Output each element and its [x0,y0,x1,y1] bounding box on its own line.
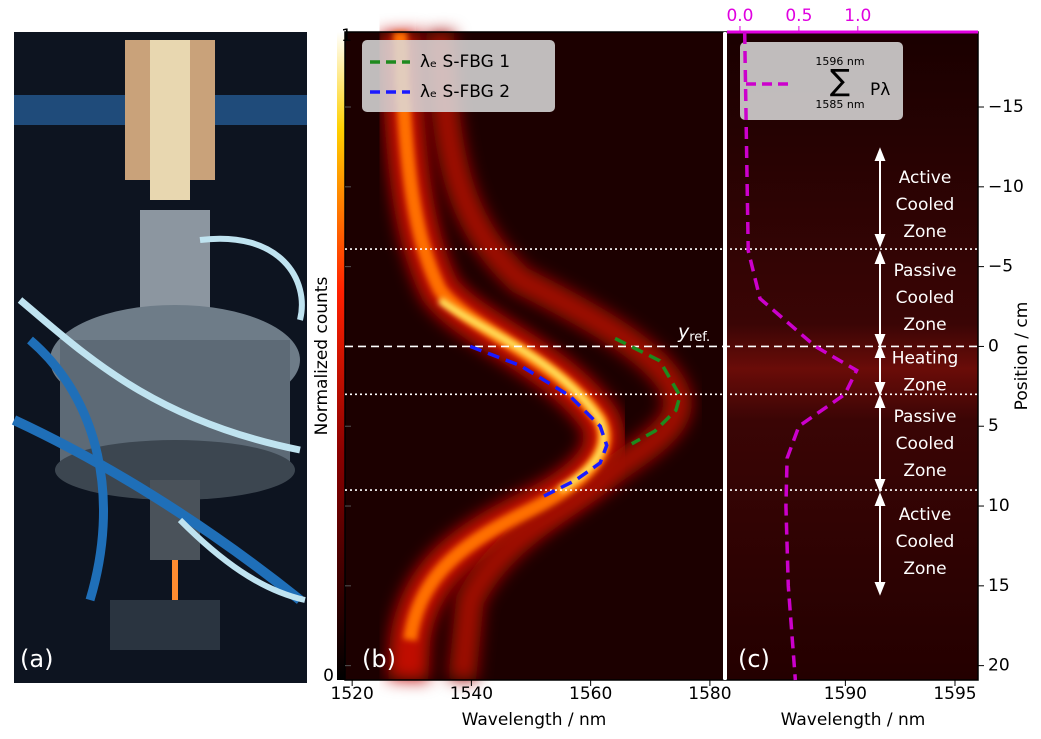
zone-label-line: Cooled [896,532,955,552]
x2-tick-label: 1.0 [844,6,871,26]
x-tick-label: 1580 [688,684,731,704]
y-tick-label: 10 [988,496,1010,516]
x2-tick-label: 0.5 [785,6,812,26]
zone-label-line: Passive [894,261,957,281]
zone-label-line: Zone [903,559,946,579]
zone-label-line: Heating [892,349,959,369]
zone-label-line: Zone [903,222,946,242]
y-tick-label: 0 [988,336,999,356]
panel-label: (c) [738,645,770,673]
legend-label: λₑ S-FBG 2 [420,82,510,102]
zone-label-line: Cooled [896,195,955,215]
sum-lower: 1585 nm [815,98,864,111]
zone-label-line: Active [899,168,952,188]
zone-label-line: Passive [894,407,957,427]
x-axis-label: Wavelength / nm [781,710,926,730]
photo: (a) [14,32,307,683]
sum-symbol: ∑ [830,64,850,99]
x2-tick-label: 0.0 [726,6,753,26]
y-tick-label: 5 [988,416,999,436]
colorbar-tick-label: 0 [323,666,334,686]
x-tick-label: 1560 [569,684,612,704]
panel-label: (b) [362,645,396,673]
zone-label-line: Active [899,505,952,525]
zone-label-line: Zone [903,376,946,396]
y-tick-label: −5 [988,257,1013,277]
legend-label: Pλ [870,80,890,100]
colorbar-label: Normalized counts [312,277,332,436]
zone-label-line: Zone [903,461,946,481]
y-tick-label: 15 [988,576,1010,596]
y-tick-label: −15 [988,97,1024,117]
y-axis-label: Position / cm [1012,302,1032,411]
zone-label-line: Cooled [896,434,955,454]
colorbar [337,32,345,680]
y-tick-label: −10 [988,177,1024,197]
zone-label-line: Zone [903,315,946,335]
x-tick-label: 1540 [450,684,493,704]
figure: (a) Normalized counts Wavelength / nm Wa… [0,0,1041,735]
x-axis-label: Wavelength / nm [462,710,607,730]
legend-label: λₑ S-FBG 1 [420,52,510,72]
panel-label: (a) [20,645,53,673]
x-tick-label: 1520 [331,684,374,704]
annotation-base: y [677,321,690,343]
zone-label: Active Cooled Zone [896,505,955,579]
x-tick-label: 1595 [933,684,976,704]
zone-label: Active Cooled Zone [896,168,955,242]
zone-label-line: Cooled [896,288,955,308]
y-tick-label: 20 [988,656,1010,676]
x-tick-label: 1590 [824,684,867,704]
colorbar-tick-label: 1 [341,26,352,46]
annotation-sub: ref. [689,330,710,345]
